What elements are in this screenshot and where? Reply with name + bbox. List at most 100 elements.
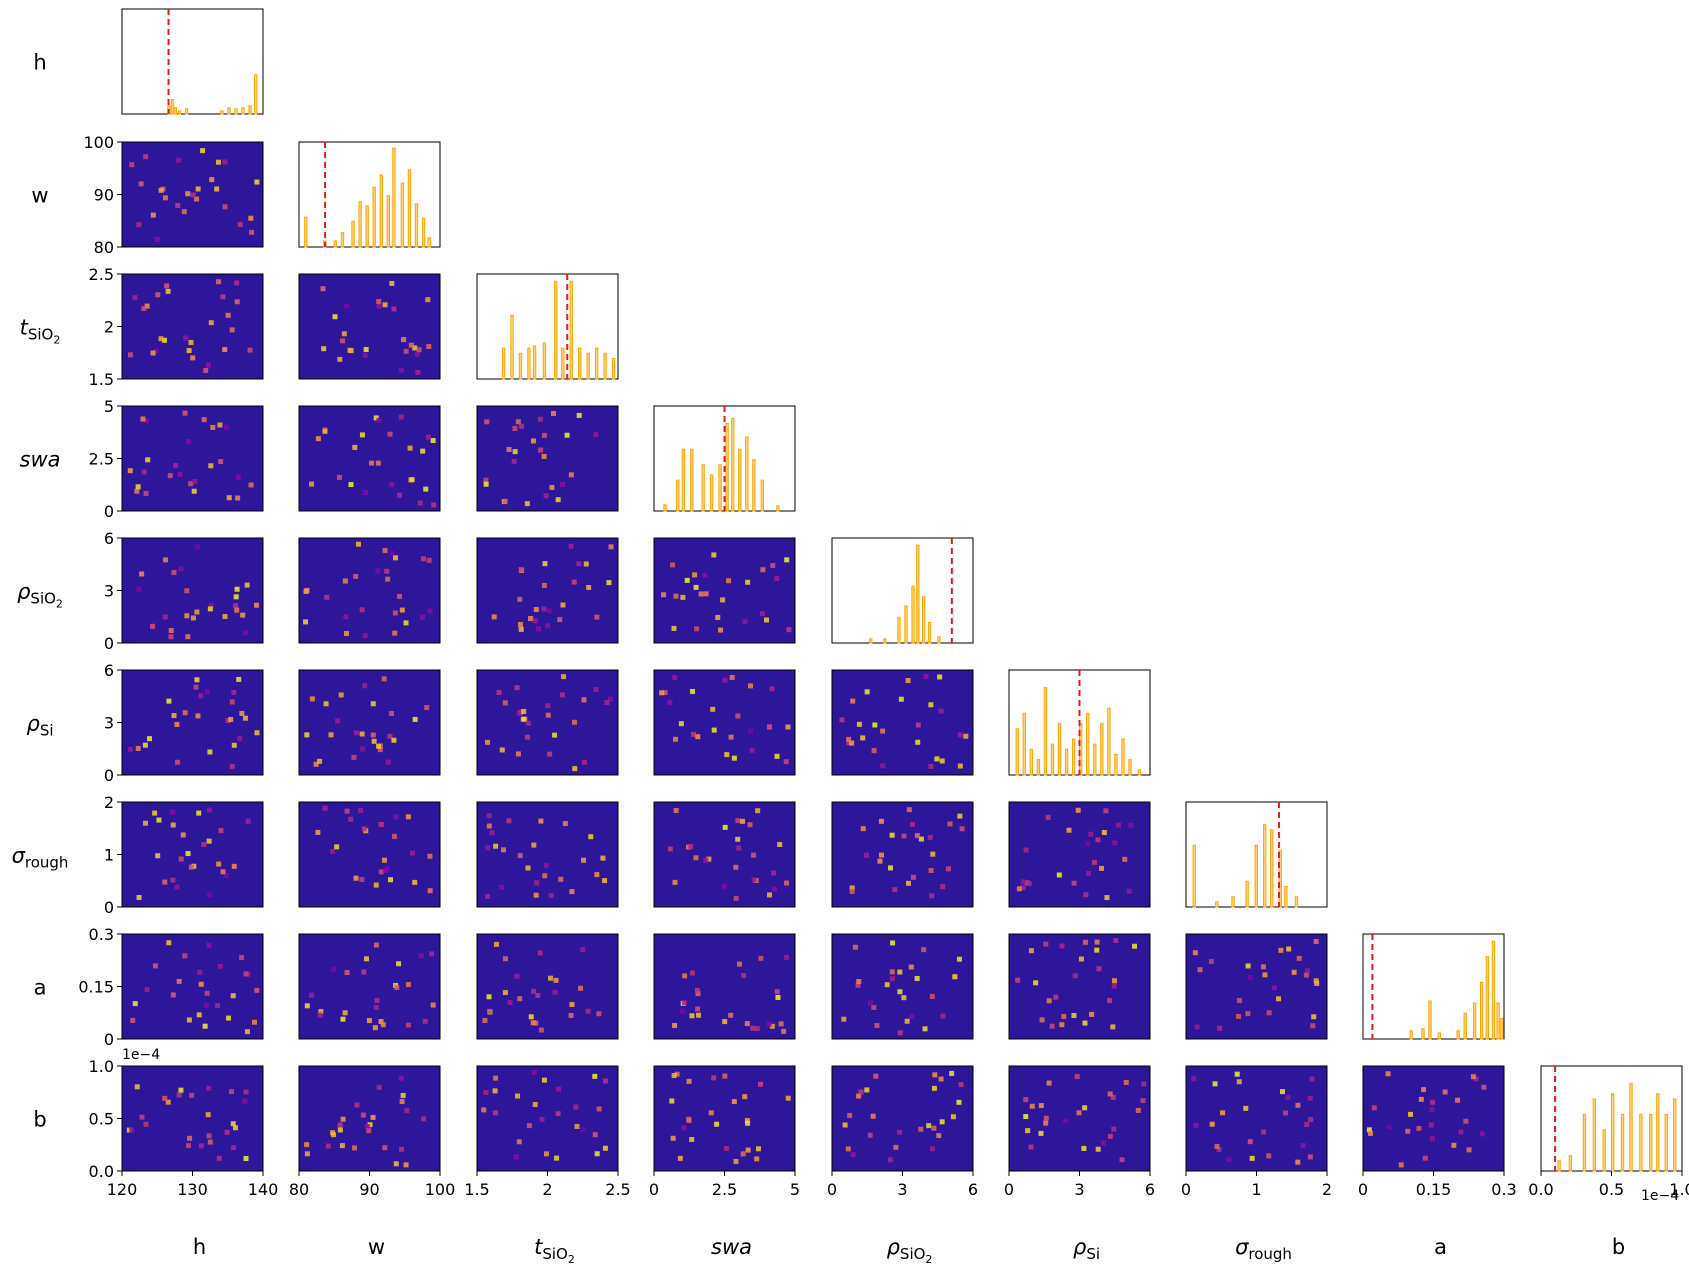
heatmap-cell	[770, 563, 776, 569]
x-tick-label: 0.15	[1416, 1180, 1452, 1199]
heatmap-cell	[1110, 1094, 1116, 1100]
histogram-bar	[916, 544, 920, 644]
heatmap-cell	[322, 805, 328, 811]
heatmap-cell	[308, 992, 314, 998]
heatmap-cell	[1095, 837, 1101, 843]
heatmap-cell	[129, 162, 135, 168]
heatmap-cell	[161, 337, 167, 343]
heatmap-cell	[1366, 1127, 1372, 1133]
y-tick-label: 1	[104, 846, 114, 865]
heatmap-cell	[341, 331, 347, 337]
heatmap-cell	[1128, 822, 1134, 828]
heatmap-cell	[174, 884, 180, 890]
heatmap-cell	[952, 974, 958, 980]
histogram-bar	[1496, 1002, 1500, 1040]
heatmap-cell	[531, 1070, 537, 1076]
y-tick-label: 0.5	[89, 1110, 114, 1129]
heatmap-cell	[1038, 1103, 1044, 1109]
heatmap-cell	[1466, 1147, 1472, 1153]
heatmap-cell	[754, 1026, 760, 1032]
heatmap-cell	[430, 438, 436, 444]
histogram-bar	[379, 174, 383, 248]
heatmap-cell	[1422, 1155, 1428, 1161]
heatmap-cell	[254, 987, 260, 993]
heatmap-cell	[766, 1021, 772, 1027]
heatmap-cell	[1045, 814, 1051, 820]
histogram-bar	[254, 74, 258, 115]
heatmap-cell	[1367, 1130, 1373, 1136]
heatmap-cell	[1043, 1120, 1049, 1126]
heatmap-cell	[407, 445, 413, 451]
heatmap-cell	[208, 320, 214, 326]
heatmap-cell	[703, 857, 709, 863]
heatmap-cell	[673, 593, 679, 599]
heatmap-cell	[849, 740, 855, 746]
heatmap-cell	[180, 832, 186, 838]
heatmap-cell	[426, 434, 432, 440]
heatmap-cell	[391, 306, 397, 312]
heatmap-cell	[420, 448, 426, 454]
heatmap-cell	[231, 689, 237, 695]
heatmap-cell	[518, 626, 524, 632]
heatmap-cell	[1405, 1128, 1411, 1134]
heatmap-cell	[377, 747, 383, 753]
heatmap-cell	[143, 418, 149, 424]
heatmap-cell	[392, 610, 398, 616]
histogram-bar	[921, 596, 926, 644]
panel-r3-c3	[653, 405, 796, 512]
heatmap-cell	[552, 989, 558, 995]
histogram-bar	[1278, 849, 1282, 908]
heatmap-cell	[190, 615, 196, 621]
x-tick-label: 100	[425, 1180, 456, 1199]
heatmap-cell	[880, 728, 886, 734]
panel-r4-c1	[298, 537, 441, 644]
heatmap-cell	[957, 732, 963, 738]
heatmap-cell	[216, 861, 222, 867]
heatmap-cell	[539, 1117, 545, 1123]
heatmap-cell	[574, 1123, 580, 1129]
heatmap-cell	[1110, 1024, 1116, 1030]
heatmap-cell	[736, 845, 742, 851]
heatmap-frame	[476, 669, 619, 776]
heatmap-cell	[733, 864, 739, 870]
heatmap-cell	[740, 818, 746, 824]
heatmap-cell	[936, 1133, 942, 1139]
heatmap-cell	[690, 970, 696, 976]
heatmap-cell	[194, 196, 200, 202]
heatmap-cell	[1421, 1087, 1427, 1093]
heatmap-cell	[1260, 964, 1266, 970]
heatmap-cell	[940, 884, 946, 890]
heatmap-cell	[714, 1121, 720, 1127]
heatmap-cell	[568, 543, 574, 549]
heatmap-cell	[166, 698, 172, 704]
heatmap-frame	[831, 933, 974, 1040]
heatmap-cell	[784, 557, 790, 563]
heatmap-cell	[183, 335, 189, 341]
heatmap-cell	[371, 738, 377, 744]
heatmap-cell	[940, 1013, 946, 1019]
heatmap-cell	[541, 432, 547, 438]
heatmap-cell	[931, 1085, 937, 1091]
heatmap-cell	[254, 179, 260, 185]
histogram-bar	[1557, 1160, 1561, 1172]
heatmap-cell	[320, 286, 326, 292]
heatmap-cell	[191, 488, 197, 494]
x-tick-label: 0	[649, 1180, 659, 1199]
histogram-bar	[594, 347, 599, 380]
panel-r1-c0	[121, 141, 264, 248]
heatmap-cell	[220, 294, 226, 300]
heatmap-cell	[533, 1020, 539, 1026]
heatmap-cell	[1313, 939, 1319, 945]
histogram-bar	[681, 448, 686, 512]
histogram-bar	[170, 99, 175, 115]
heatmap-cell	[493, 941, 499, 947]
heatmap-cell	[322, 428, 328, 434]
heatmap-cell	[1038, 1130, 1044, 1136]
heatmap-cell	[702, 572, 708, 578]
heatmap-cell	[929, 993, 935, 999]
heatmap-cell	[667, 846, 673, 852]
heatmap-cell	[187, 1135, 193, 1141]
heatmap-cell	[382, 548, 388, 554]
histogram-bar	[340, 232, 345, 248]
heatmap-frame	[831, 669, 974, 776]
